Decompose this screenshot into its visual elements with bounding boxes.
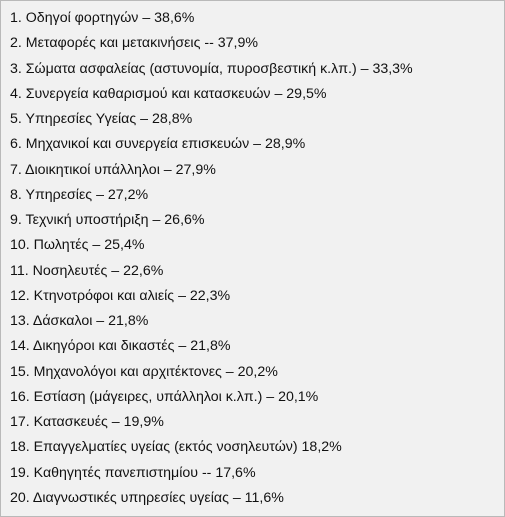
list-item: 5. Υπηρεσίες Υγείας – 28,8% (10, 111, 193, 127)
list-item: 19. Καθηγητές πανεπιστημίου -- 17,6% (10, 464, 256, 481)
list-item: 2. Μεταφορές και μετακινήσεις -- 37,9% (10, 35, 258, 52)
list-item: 9. Τεχνική υποστήριξη – 26,6% (10, 212, 205, 228)
list-item: 20. Διαγνωστικές υπηρεσίες υγείας – 11,6… (10, 489, 284, 506)
list-item: 1. Οδηγοί φορτηγών – 38,6% (10, 10, 195, 26)
list-item: 15. Μηχανολόγοι και αρχιτέκτονες – 20,2% (10, 363, 278, 380)
list-item: 14. Δικηγόροι και δικαστές – 21,8% (10, 338, 231, 355)
list-item: 18. Επαγγελματίες υγείας (εκτός νοσηλευτ… (10, 439, 342, 456)
list-item: 7. Διοικητικοί υπάλληλοι – 27,9% (10, 161, 216, 178)
list-item: 4. Συνεργεία καθαρισμού και κατασκευών –… (10, 85, 327, 102)
list-item: 10. Πωλητές – 25,4% (10, 237, 145, 254)
list-item: 12. Κτηνοτρόφοι και αλιείς – 22,3% (10, 287, 231, 304)
list-item: 16. Εστίαση (μάγειρες, υπάλληλοι κ.λπ.) … (10, 388, 319, 405)
list-item: 8. Υπηρεσίες – 27,2% (10, 186, 149, 203)
list-item: 3. Σώματα ασφαλείας (αστυνομία, πυροσβεσ… (10, 60, 413, 77)
occupation-list: 1. Οδηγοί φορτηγών – 38,6% 2. Μεταφορές … (10, 6, 413, 511)
list-item: 13. Δάσκαλοι – 21,8% (10, 313, 149, 329)
list-item: 17. Κατασκευές – 19,9% (10, 414, 164, 430)
list-item: 6. Μηχανικοί και συνεργεία επισκευών – 2… (10, 136, 306, 153)
list-item: 11. Νοσηλευτές – 22,6% (10, 262, 164, 279)
